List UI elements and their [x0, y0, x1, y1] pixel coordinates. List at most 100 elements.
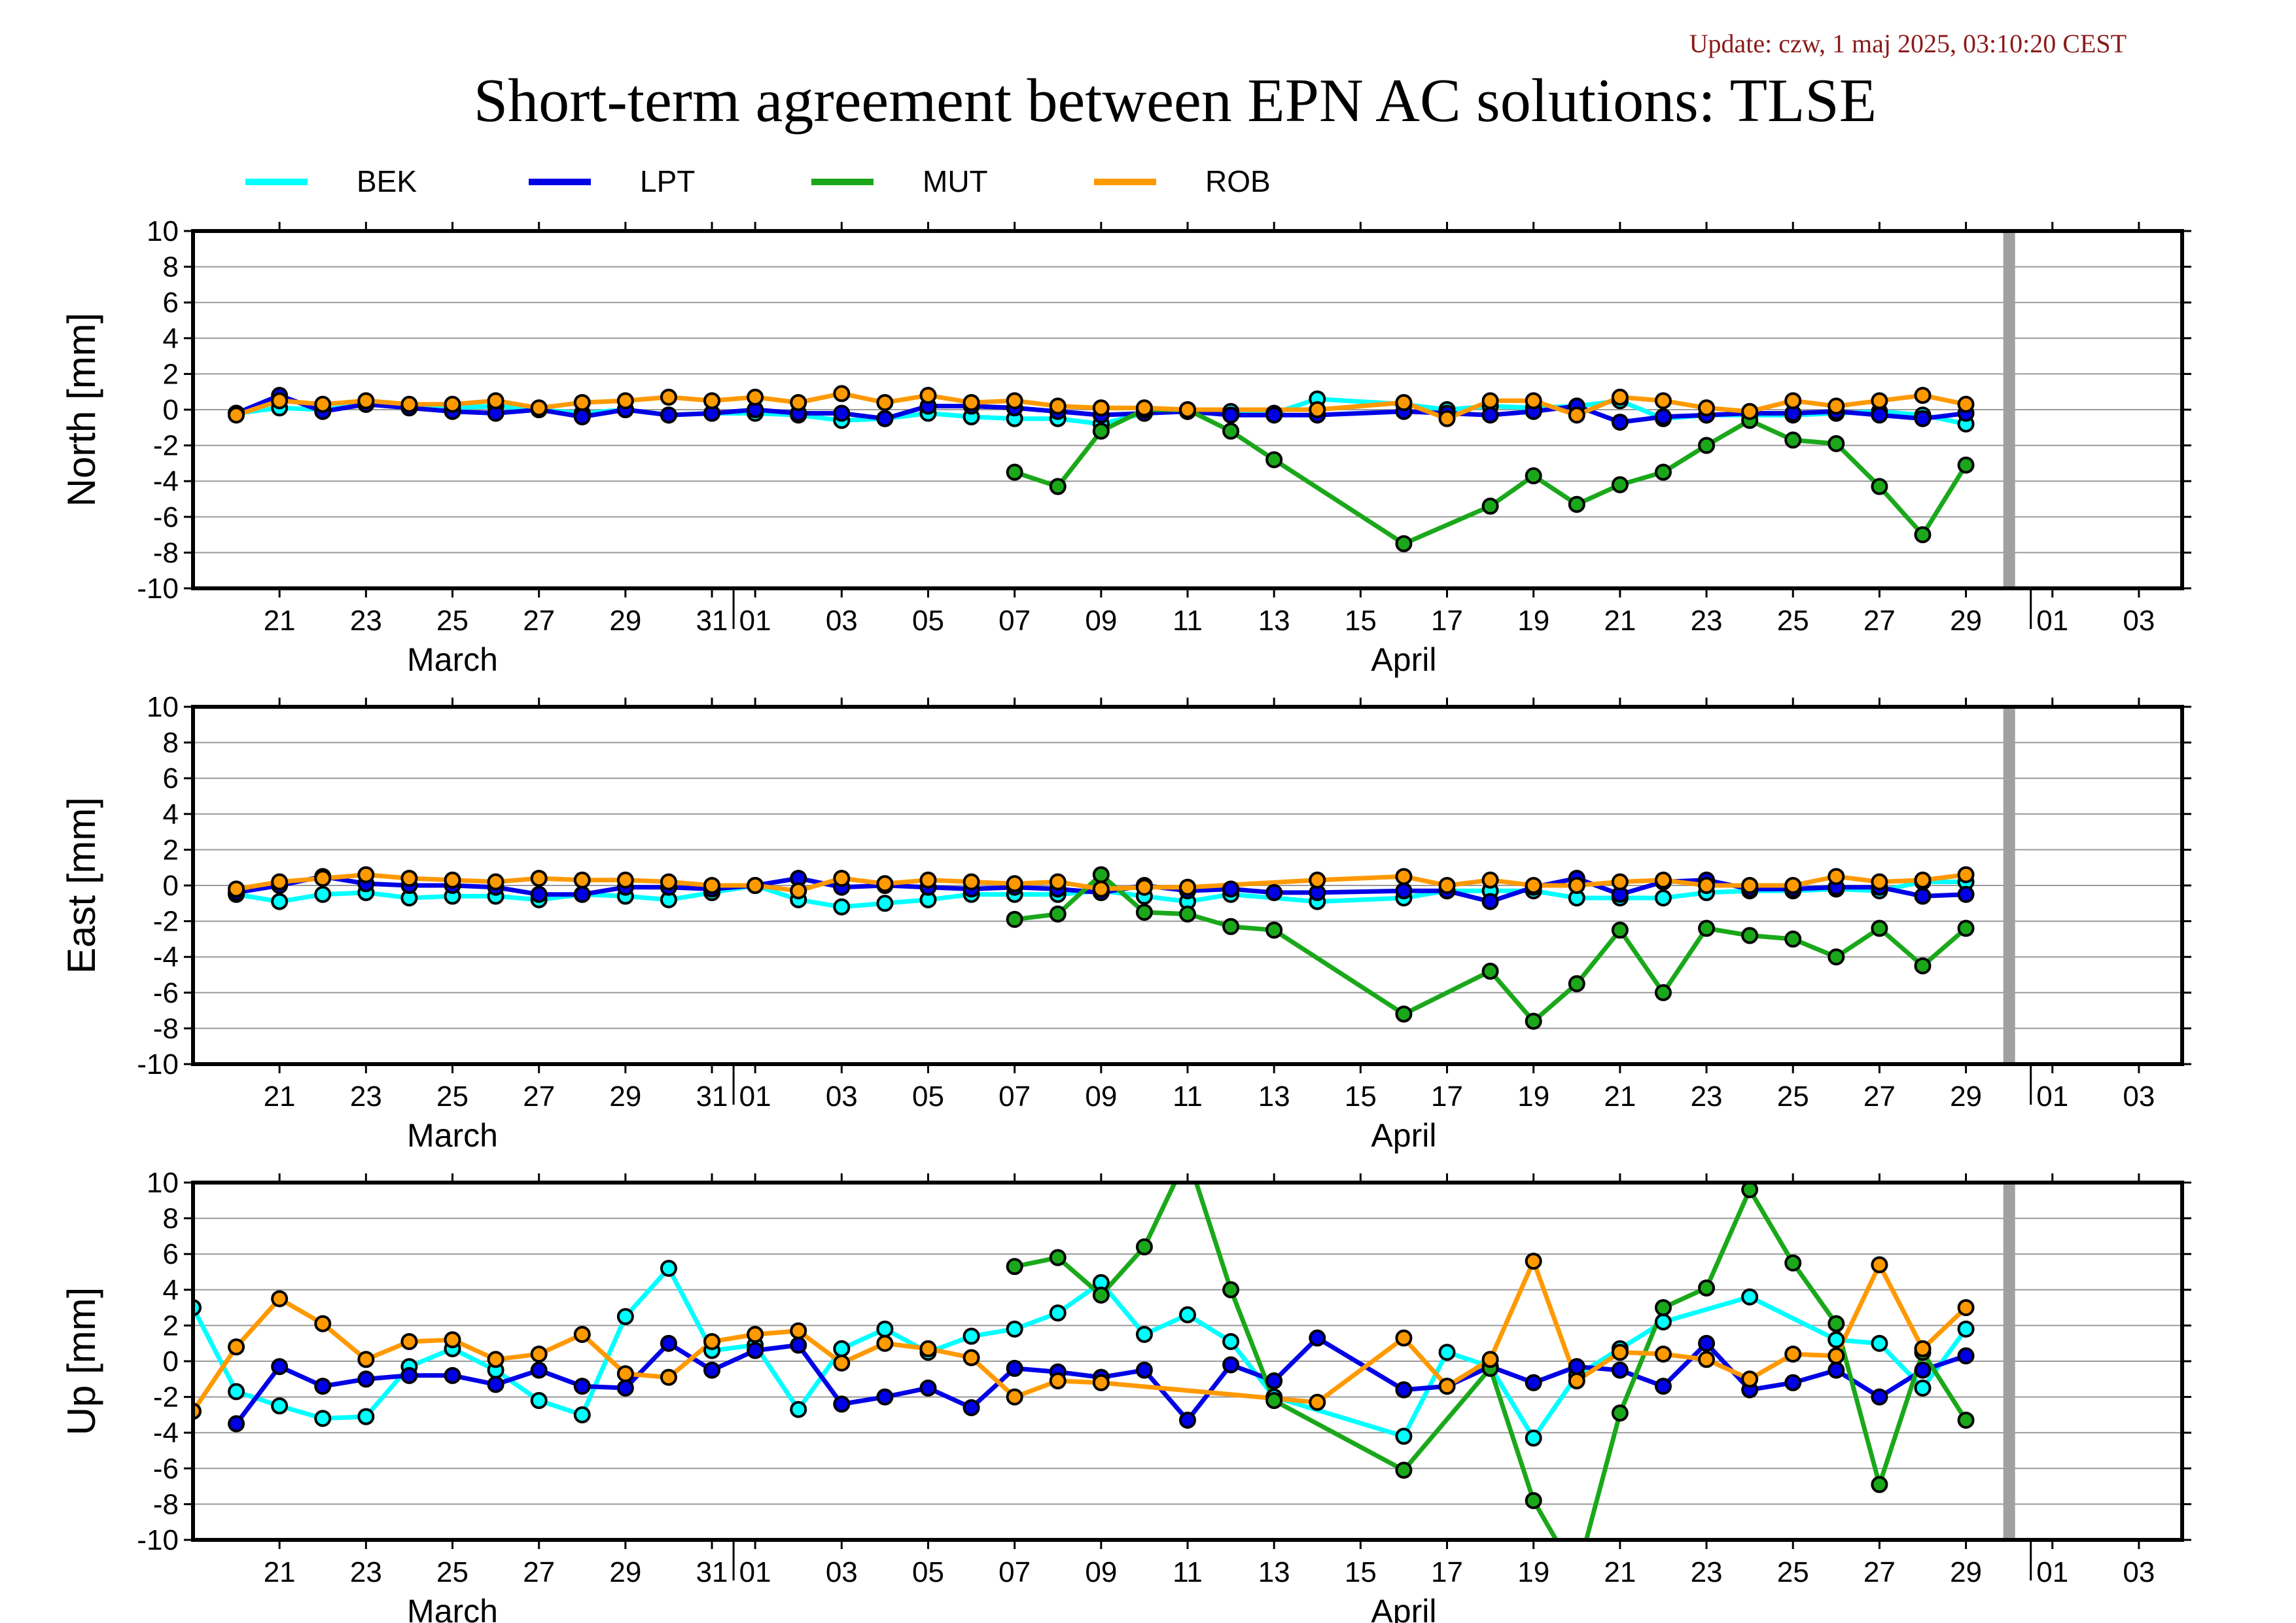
month-label: March — [407, 1593, 498, 1623]
data-point-lpt — [1265, 406, 1283, 424]
y-tick-label: 0 — [163, 1346, 179, 1378]
data-point-bek — [1006, 1320, 1023, 1338]
data-point-rob — [1135, 878, 1153, 896]
data-point-bek — [790, 1400, 807, 1418]
month-label: March — [407, 641, 498, 678]
data-point-bek — [833, 898, 851, 916]
data-point-rob — [1525, 392, 1542, 410]
data-point-lpt — [573, 1378, 591, 1395]
data-point-rob — [1481, 1351, 1499, 1368]
x-tick-label: 31 — [696, 1080, 728, 1113]
data-point-rob — [1871, 873, 1888, 891]
x-tick-label: 11 — [1173, 605, 1203, 637]
x-tick-label: 09 — [1085, 1080, 1117, 1113]
data-point-bek — [1525, 1429, 1542, 1447]
data-point-lpt — [1222, 406, 1240, 424]
plot-area — [228, 385, 1975, 552]
y-axis-label: Up [mm] — [60, 1287, 103, 1436]
y-tick-label: 6 — [163, 762, 179, 794]
data-point-bek — [1395, 1427, 1413, 1445]
data-point-rob — [314, 870, 332, 887]
data-point-bek — [833, 1340, 851, 1357]
y-axis-label: North [mm] — [60, 313, 103, 507]
data-point-rob — [1481, 871, 1499, 889]
data-point-mut — [1741, 1183, 1759, 1198]
data-point-lpt — [876, 1388, 894, 1406]
data-point-rob — [444, 395, 461, 413]
data-point-rob — [833, 1354, 851, 1372]
x-tick-label: 01 — [739, 1556, 771, 1588]
x-tick-label: 01 — [2036, 605, 2068, 637]
data-point-rob — [1957, 1299, 1975, 1317]
month-label: March — [407, 1117, 498, 1154]
y-tick-label: -8 — [153, 1012, 179, 1044]
data-point-mut — [1049, 905, 1067, 923]
data-point-rob — [1309, 871, 1326, 889]
data-point-bek — [314, 885, 332, 903]
data-point-rob — [1395, 1329, 1413, 1347]
data-point-rob — [1049, 397, 1067, 415]
data-point-lpt — [271, 1358, 289, 1376]
chart-title: Short-term agreement between EPN AC solu… — [474, 67, 1877, 135]
y-tick-label: 8 — [163, 251, 179, 283]
data-point-bek — [1438, 1344, 1456, 1361]
legend-label-mut: MUT — [923, 164, 988, 198]
x-tick-label: 29 — [609, 1556, 641, 1588]
data-point-rob — [1395, 394, 1413, 412]
data-point-lpt — [1914, 1361, 1932, 1379]
data-point-rob — [1179, 401, 1196, 418]
data-point-bek — [1741, 1288, 1759, 1306]
plot-frame — [191, 229, 2184, 590]
data-point-lpt — [1395, 882, 1413, 900]
data-point-lpt — [357, 1370, 375, 1388]
data-point-rob — [833, 385, 851, 402]
x-tick-label: 25 — [436, 1080, 468, 1113]
y-tick-label: -6 — [153, 501, 179, 533]
data-point-lpt — [1179, 1412, 1196, 1429]
data-point-rob — [400, 870, 418, 887]
data-point-rob — [660, 873, 677, 891]
update-timestamp: Update: czw, 1 maj 2025, 03:10:20 CEST — [1689, 29, 2127, 58]
data-point-mut — [1525, 1012, 1542, 1030]
data-point-lpt — [660, 406, 677, 424]
data-point-rob — [1395, 868, 1413, 885]
data-point-mut — [1828, 435, 1845, 452]
data-point-lpt — [790, 1336, 807, 1354]
data-point-bek — [1654, 889, 1672, 907]
x-tick-label: 25 — [436, 605, 468, 637]
data-point-mut — [1525, 467, 1542, 485]
y-tick-label: 0 — [163, 870, 179, 902]
data-point-rob — [1092, 1374, 1110, 1391]
data-point-rob — [1135, 399, 1153, 417]
data-point-lpt — [833, 1395, 851, 1413]
data-point-bek — [271, 1397, 289, 1415]
data-point-mut — [1957, 1412, 1975, 1429]
legend-label-bek: BEK — [357, 164, 417, 198]
data-point-mut — [1784, 930, 1802, 948]
x-tick-label: 23 — [350, 605, 382, 637]
legend-label-lpt: LPT — [640, 164, 695, 198]
data-point-bek — [314, 1410, 332, 1427]
x-tick-label: 27 — [523, 1080, 555, 1113]
x-tick-label: 01 — [739, 605, 771, 637]
x-tick-label: 05 — [912, 605, 944, 637]
data-point-rob — [747, 388, 764, 406]
data-point-rob — [1828, 397, 1845, 415]
data-point-lpt — [1784, 1374, 1802, 1391]
x-tick-label: 29 — [609, 1080, 641, 1113]
data-point-rob — [1092, 399, 1110, 417]
data-point-bek — [876, 895, 894, 912]
data-point-mut — [1395, 535, 1413, 552]
x-tick-label: 27 — [1863, 1556, 1896, 1588]
data-point-rob — [1438, 410, 1456, 427]
data-point-rob — [1784, 392, 1802, 410]
y-tick-label: -4 — [153, 465, 179, 497]
data-point-rob — [400, 395, 418, 413]
data-point-mut — [1395, 1461, 1413, 1479]
data-point-rob — [1049, 1372, 1067, 1390]
x-tick-label: 01 — [2036, 1080, 2068, 1113]
data-point-rob — [357, 1351, 375, 1368]
month-label: April — [1371, 1117, 1436, 1154]
data-point-lpt — [1525, 1374, 1542, 1391]
